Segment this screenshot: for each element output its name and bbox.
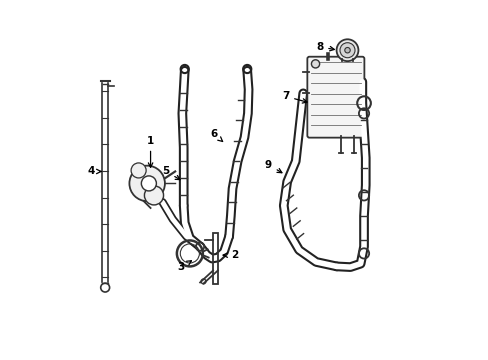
Text: 7: 7 xyxy=(281,91,306,103)
Circle shape xyxy=(344,48,349,53)
Text: 1: 1 xyxy=(147,136,154,167)
Circle shape xyxy=(336,39,358,61)
Text: 9: 9 xyxy=(264,159,281,173)
Circle shape xyxy=(131,163,146,178)
Text: 3: 3 xyxy=(177,261,191,272)
Text: 2: 2 xyxy=(223,250,237,260)
Circle shape xyxy=(339,43,354,58)
Circle shape xyxy=(141,176,156,191)
Circle shape xyxy=(144,186,163,205)
Circle shape xyxy=(129,166,164,201)
FancyBboxPatch shape xyxy=(307,57,364,138)
Text: 5: 5 xyxy=(162,166,180,180)
Text: 4: 4 xyxy=(87,166,101,176)
Bar xyxy=(213,233,218,284)
Text: 8: 8 xyxy=(315,42,334,52)
Text: 6: 6 xyxy=(210,129,222,141)
Circle shape xyxy=(311,60,319,68)
